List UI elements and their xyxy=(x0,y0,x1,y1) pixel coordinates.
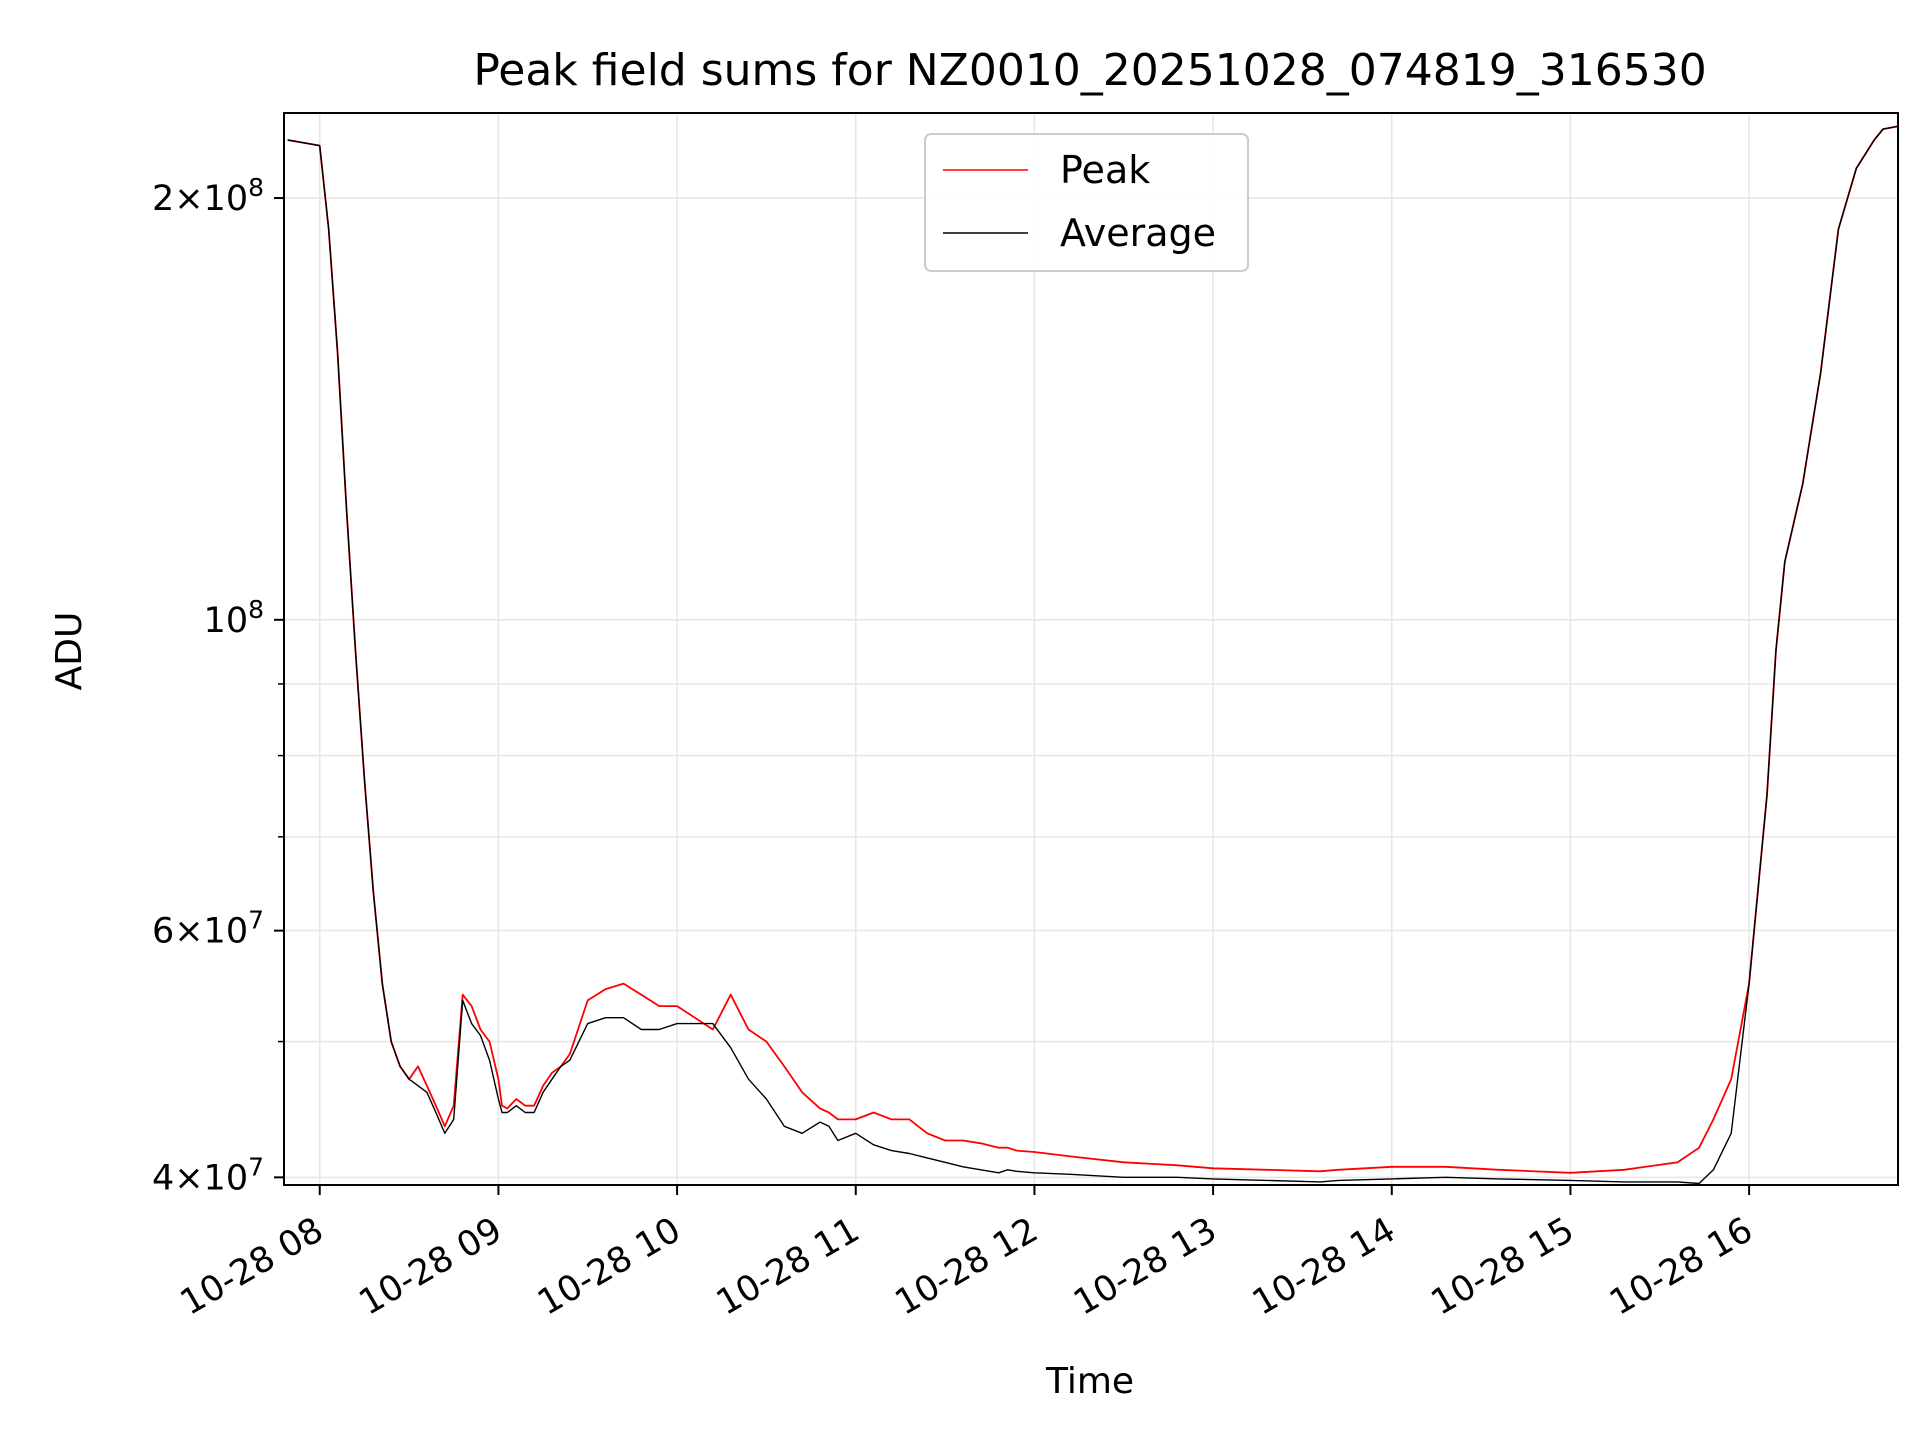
y-tick-label: 2×108 xyxy=(152,173,264,219)
grid xyxy=(284,113,1898,1185)
chart-title: Peak field sums for NZ0010_20251028_0748… xyxy=(473,45,1706,96)
series-line-average xyxy=(287,125,1898,1185)
y-axis: 4×107 6×107 108 2×108 xyxy=(152,173,284,1198)
series-layer xyxy=(287,125,1898,1185)
y-axis-title: ADU xyxy=(49,612,90,691)
plot-frame xyxy=(283,112,1899,1186)
legend-average-label: Average xyxy=(1060,211,1216,255)
legend: Peak Average xyxy=(924,133,1249,272)
legend-peak-label: Peak xyxy=(1060,148,1150,192)
series-line-peak xyxy=(287,125,1898,1174)
x-axis-title: Time xyxy=(1045,1361,1134,1402)
legend-box xyxy=(924,133,1249,272)
y-tick-label: 4×107 xyxy=(152,1152,264,1198)
y-tick-label: 6×107 xyxy=(152,906,264,952)
y-tick-label: 108 xyxy=(204,595,264,641)
